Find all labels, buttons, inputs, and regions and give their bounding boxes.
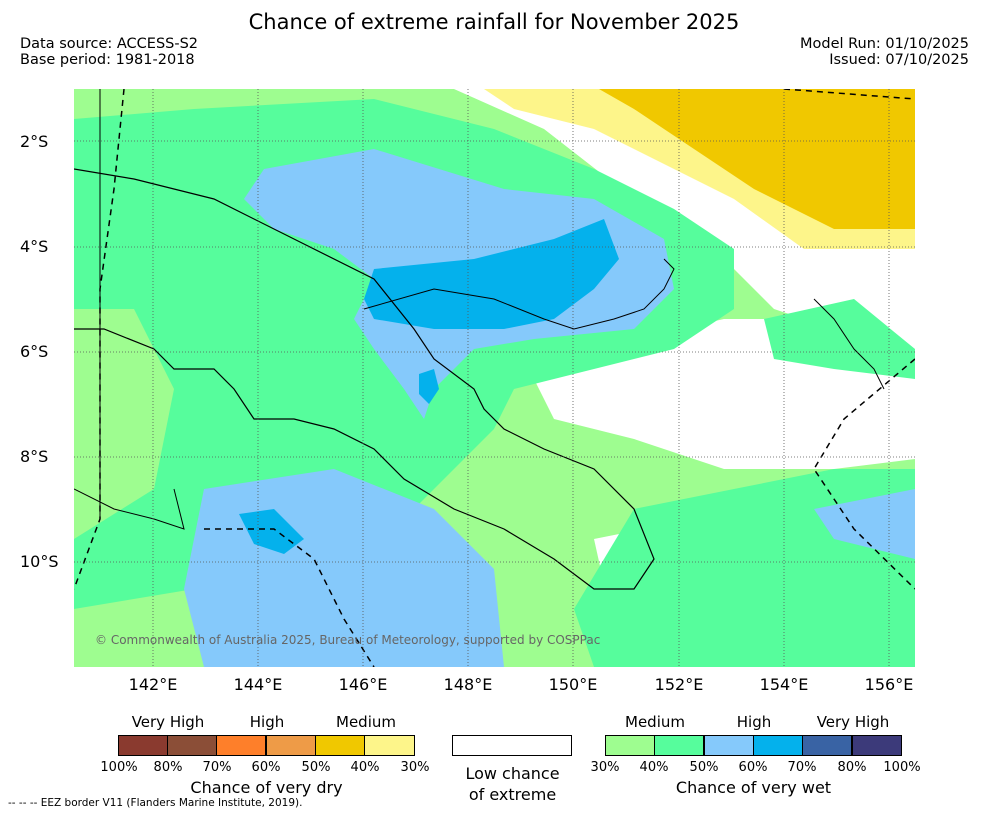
medium-30-west: [74, 309, 174, 539]
wet-tick-30: 30%: [590, 760, 620, 775]
wet-swatch-2: [654, 735, 704, 756]
dry-tick-80: 80%: [153, 760, 183, 775]
wet-tick-80: 80%: [837, 760, 867, 775]
dry-medium-region: [599, 89, 915, 229]
dry-very-high-label: Very High: [131, 713, 205, 731]
lon-label-144e: 144°E: [233, 675, 283, 694]
dry-swatch-3: [216, 735, 266, 756]
wet-swatch-4: [753, 735, 803, 756]
eez-border-west: [74, 89, 125, 590]
lon-label-142e: 142°E: [128, 675, 178, 694]
lat-label-8s: 8°S: [20, 447, 49, 466]
wet-high-label: High: [736, 713, 772, 731]
map-canvas: [74, 89, 915, 667]
wet-tick-100: 100%: [883, 760, 921, 775]
coastline-south: [74, 488, 185, 530]
low-chance-swatch: [452, 735, 572, 756]
dry-tick-40: 40%: [350, 760, 380, 775]
dry-medium-label: Medium: [336, 713, 396, 731]
lon-label-152e: 152°E: [654, 675, 704, 694]
wet-tick-50: 50%: [689, 760, 719, 775]
dry-swatch-4: [266, 735, 316, 756]
wet-medium-label: Medium: [625, 713, 685, 731]
lon-label-150e: 150°E: [548, 675, 598, 694]
low-chance-title-2: of extreme: [468, 785, 557, 804]
wet-legend-title: Chance of very wet: [675, 778, 832, 797]
lon-label-148e: 148°E: [443, 675, 493, 694]
dry-swatch-1: [118, 735, 168, 756]
high-60-north: [364, 219, 619, 329]
map-title: Chance of extreme rainfall for November …: [248, 10, 740, 34]
dry-tick-70: 70%: [202, 760, 232, 775]
dry-swatch-6: [364, 735, 415, 756]
gridlines: [74, 89, 915, 667]
eez-footnote: -- -- -- EEZ border V11 (Flanders Marine…: [8, 797, 303, 809]
lat-label-6s: 6°S: [20, 342, 49, 361]
eez-border-south: [204, 528, 375, 667]
coastline-main: [74, 168, 655, 590]
wet-tick-70: 70%: [787, 760, 817, 775]
lat-label-2s: 2°S: [20, 132, 49, 151]
wet-very-high-label: Very High: [816, 713, 890, 731]
dry-legend-title: Chance of very dry: [190, 778, 343, 797]
dry-tick-100: 100%: [100, 760, 138, 775]
high-60-south: [239, 509, 304, 554]
wet-tick-40: 40%: [639, 760, 669, 775]
lat-label-4s: 4°S: [20, 237, 49, 256]
lat-label-10s: 10°S: [20, 552, 59, 571]
dry-tick-60: 60%: [251, 760, 281, 775]
coastline-east: [813, 298, 885, 390]
base-period: Base period: 1981-2018: [20, 52, 195, 68]
high-50-east: [814, 489, 915, 559]
low-chance-title-1: Low chance: [465, 764, 560, 783]
medium-40-east: [764, 299, 915, 379]
wet-swatch-5: [802, 735, 852, 756]
model-run: Model Run: 01/10/2025: [799, 36, 969, 52]
dry-tick-30: 30%: [400, 760, 430, 775]
issued-date: Issued: 07/10/2025: [829, 52, 969, 68]
high-60-small: [419, 369, 439, 404]
coastline-island: [363, 258, 675, 330]
model-run-block: Model Run: 01/10/2025 Issued: 07/10/2025: [800, 36, 969, 68]
data-source: Data source: ACCESS-S2: [20, 36, 199, 52]
dry-swatch-5: [315, 735, 365, 756]
dry-swatch-2: [167, 735, 217, 756]
wet-swatch-3: [704, 735, 754, 756]
dry-high-label: High: [249, 713, 285, 731]
lon-label-154e: 154°E: [759, 675, 809, 694]
dry-tick-50: 50%: [301, 760, 331, 775]
rainfall-map: [74, 89, 915, 667]
lon-label-156e: 156°E: [864, 675, 914, 694]
wet-swatch-1: [605, 735, 655, 756]
data-source-block: Data source: ACCESS-S2 Base period: 1981…: [20, 36, 198, 68]
wet-swatch-6: [852, 735, 902, 756]
copyright-text: © Commonwealth of Australia 2025, Bureau…: [95, 633, 601, 647]
wet-tick-60: 60%: [738, 760, 768, 775]
lon-label-146e: 146°E: [338, 675, 388, 694]
